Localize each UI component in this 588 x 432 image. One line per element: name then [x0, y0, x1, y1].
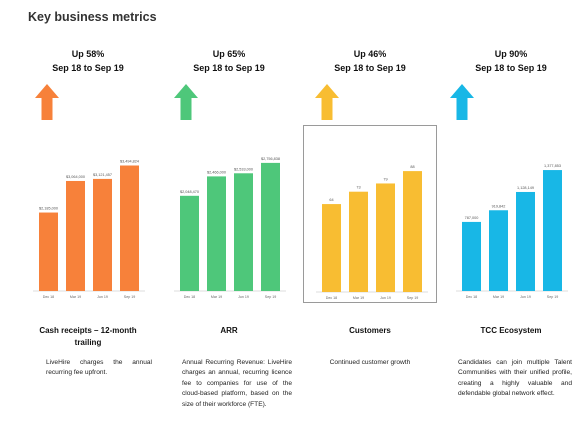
data-label: $3,494,824	[120, 160, 139, 164]
bar-chart: 64 Dec 18 73 Mar 19 79 Jun 19 88 Sep 19	[316, 165, 428, 300]
metric-description: Candidates can join multiple Talent Comm…	[458, 359, 572, 398]
growth-period: Sep 18 to Sep 19	[475, 63, 547, 73]
x-tick-label: Sep 19	[124, 295, 135, 299]
up-arrow-shape	[315, 84, 339, 120]
data-label: 79	[383, 177, 387, 181]
data-label: $2,533,000	[234, 167, 253, 171]
growth-percent: Up 90%	[494, 49, 528, 59]
growth-period: Sep 18 to Sep 19	[334, 63, 406, 73]
data-label: $3,064,000	[66, 175, 85, 179]
up-arrow-shape	[35, 84, 59, 120]
x-tick-label: Dec 18	[326, 296, 337, 300]
metric-name-line1: Customers	[349, 326, 391, 335]
up-arrow-shape	[450, 84, 474, 120]
x-tick-label: Sep 19	[265, 295, 276, 299]
x-tick-label: Sep 19	[547, 295, 558, 299]
x-tick-label: Mar 19	[70, 295, 81, 299]
bar	[349, 191, 368, 292]
x-tick-label: Dec 18	[43, 295, 54, 299]
x-tick-label: Dec 18	[184, 295, 195, 299]
growth-headline: Up 65% Sep 18 to Sep 19	[162, 47, 296, 75]
growth-percent: Up 65%	[212, 49, 246, 59]
up-arrow-icon	[174, 84, 198, 120]
metric-name: Cash receipts – 12-month trailing	[21, 325, 155, 349]
bar	[543, 170, 562, 291]
metric-name: ARR	[162, 325, 296, 337]
bar-chart: $2,185,000 Dec 18 $3,064,000 Mar 19 $3,121,4…	[33, 160, 145, 299]
x-tick-label: Mar 19	[493, 295, 504, 299]
bar	[234, 173, 253, 291]
bar	[489, 210, 508, 291]
metric-column-tcc-ecosystem: Up 90% Sep 18 to Sep 19 787,000 Dec 18 919…	[444, 0, 578, 432]
growth-period: Sep 18 to Sep 19	[193, 63, 265, 73]
metric-description: Annual Recurring Revenue: LiveHire charg…	[182, 359, 292, 408]
bar	[322, 204, 341, 292]
bar	[403, 171, 422, 292]
growth-period: Sep 18 to Sep 19	[52, 63, 124, 73]
x-tick-label: Jun 19	[520, 295, 531, 299]
metric-name-line1: Cash receipts – 12-month	[39, 326, 137, 335]
data-label: 88	[410, 165, 414, 169]
bar	[207, 176, 226, 291]
bar	[39, 212, 58, 291]
bar	[462, 221, 481, 291]
data-label: 64	[329, 198, 333, 202]
metric-column-cash-receipts: Up 58% Sep 18 to Sep 19 $2,185,000 Dec 18…	[21, 0, 155, 432]
growth-percent: Up 46%	[353, 49, 387, 59]
up-arrow-icon	[450, 84, 474, 120]
x-tick-label: Mar 19	[353, 296, 364, 300]
growth-headline: Up 58% Sep 18 to Sep 19	[21, 47, 155, 75]
data-label: $2,756,838	[261, 157, 280, 161]
data-label: 73	[356, 186, 360, 190]
x-tick-label: Jun 19	[238, 295, 249, 299]
bar-chart: $2,048,470 Dec 18 $2,466,000 Mar 19 $2,533,0…	[174, 157, 286, 299]
up-arrow-icon	[315, 84, 339, 120]
metric-name: TCC Ecosystem	[444, 325, 578, 337]
bar	[120, 165, 139, 291]
bar	[376, 183, 395, 292]
x-tick-label: Dec 18	[466, 295, 477, 299]
data-label: 787,000	[465, 216, 479, 220]
up-arrow-shape	[174, 84, 198, 120]
data-label: $2,048,470	[180, 190, 199, 194]
metric-name: Customers	[303, 325, 437, 337]
x-tick-label: Mar 19	[211, 295, 222, 299]
data-label: 1,377,853	[544, 164, 561, 168]
metric-column-customers: Up 46% Sep 18 to Sep 19 64 Dec 18 73 Mar 19…	[303, 0, 437, 432]
bar	[93, 178, 112, 291]
chart-panel: $2,048,470 Dec 18 $2,466,000 Mar 19 $2,533,0…	[162, 125, 296, 303]
metric-description: LiveHire charges the annual recurring fe…	[46, 359, 152, 377]
data-label: 1,128,149	[517, 186, 534, 190]
bar	[66, 180, 85, 291]
x-tick-label: Sep 19	[407, 296, 418, 300]
page-title: Key business metrics	[28, 10, 157, 24]
x-tick-label: Jun 19	[97, 295, 108, 299]
metric-name-line1: ARR	[220, 326, 238, 335]
chart-panel: 787,000 Dec 18 919,842 Mar 19 1,128,149 Jun 1…	[444, 125, 578, 303]
growth-headline: Up 90% Sep 18 to Sep 19	[444, 47, 578, 75]
chart-panel: 64 Dec 18 73 Mar 19 79 Jun 19 88 Sep 19	[303, 125, 437, 303]
growth-headline: Up 46% Sep 18 to Sep 19	[303, 47, 437, 75]
data-label: $2,185,000	[39, 207, 58, 211]
bar	[180, 195, 199, 291]
data-label: $3,121,457	[93, 173, 112, 177]
metric-description: Continued customer growth	[329, 359, 411, 366]
data-label: $2,466,000	[207, 170, 226, 174]
x-tick-label: Jun 19	[380, 296, 391, 300]
bar	[516, 191, 535, 291]
up-arrow-icon	[35, 84, 59, 120]
data-label: 919,842	[492, 204, 506, 208]
bar-chart: 787,000 Dec 18 919,842 Mar 19 1,128,149 Jun 1…	[456, 164, 568, 299]
bar	[261, 162, 280, 291]
metric-name-line1: TCC Ecosystem	[480, 326, 542, 335]
metric-column-arr: Up 65% Sep 18 to Sep 19 $2,048,470 Dec 18…	[162, 0, 296, 432]
metric-name-line2: trailing	[74, 338, 102, 347]
growth-percent: Up 58%	[71, 49, 105, 59]
chart-panel: $2,185,000 Dec 18 $3,064,000 Mar 19 $3,121,4…	[21, 125, 155, 303]
